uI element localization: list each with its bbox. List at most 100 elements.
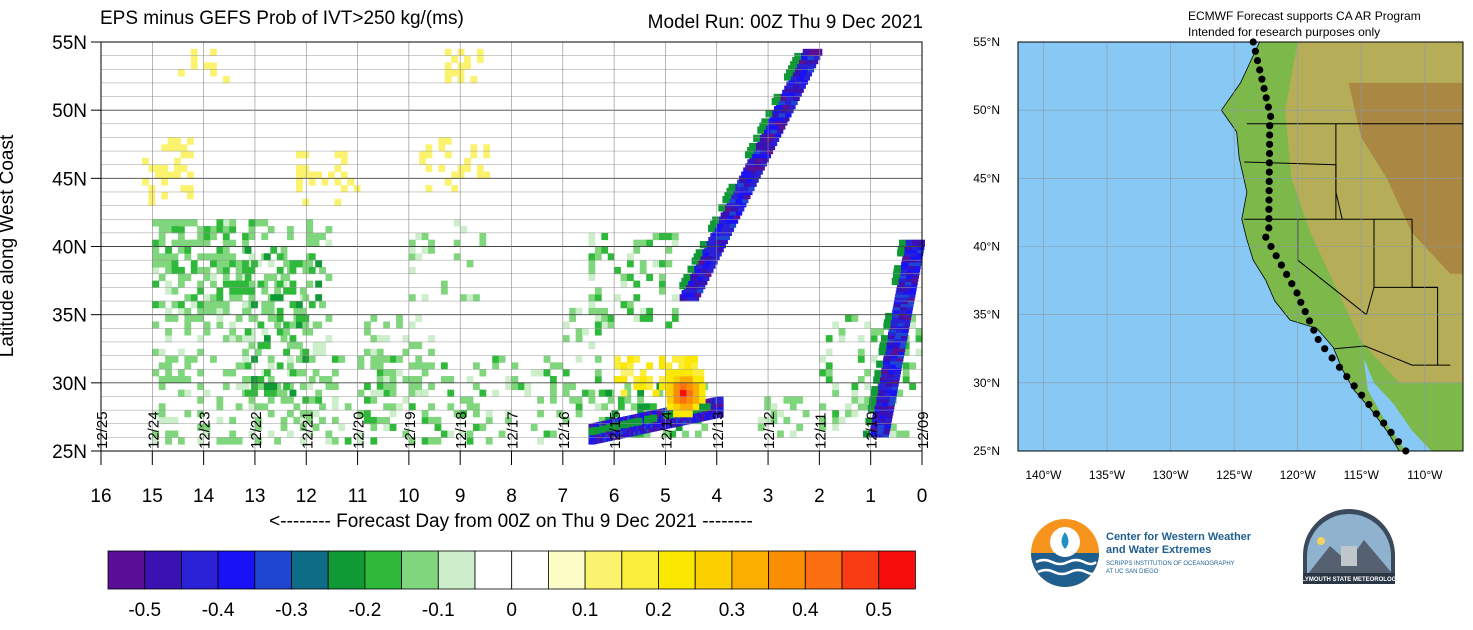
heat-cell bbox=[626, 362, 634, 370]
heat-cell bbox=[562, 321, 570, 329]
negative-streak-cell bbox=[780, 106, 788, 114]
negative-streak-cell bbox=[695, 261, 703, 269]
heat-cell bbox=[177, 369, 185, 377]
negative-streak-cell bbox=[732, 187, 740, 196]
heat-cell bbox=[280, 423, 288, 431]
colorbar-label: -0.4 bbox=[202, 600, 235, 621]
heat-cell bbox=[851, 396, 859, 404]
heat-cell bbox=[789, 430, 797, 438]
heat-cell bbox=[415, 382, 423, 391]
coast-point bbox=[1305, 317, 1314, 325]
heat-cell bbox=[614, 362, 621, 370]
heat-cell bbox=[505, 376, 512, 384]
heat-cell bbox=[251, 314, 258, 322]
heat-cell bbox=[197, 287, 205, 295]
heat-cell bbox=[152, 260, 160, 268]
heat-cell bbox=[283, 328, 290, 336]
negative-streak-cell bbox=[692, 281, 699, 290]
heat-cell bbox=[299, 382, 307, 391]
heat-cell bbox=[626, 307, 634, 316]
heat-cell bbox=[770, 416, 778, 425]
negative-streak-cell bbox=[764, 151, 772, 159]
date-label: 12/18 bbox=[453, 411, 470, 449]
heat-cell bbox=[340, 171, 348, 179]
heat-cell bbox=[421, 389, 429, 397]
heat-cell bbox=[302, 198, 310, 206]
heat-cell bbox=[210, 232, 217, 241]
negative-streak-cell bbox=[756, 167, 763, 175]
heat-cell bbox=[402, 348, 410, 356]
heat-cell bbox=[186, 171, 194, 179]
heat-cell bbox=[171, 260, 179, 268]
heat-cell bbox=[466, 396, 474, 404]
heat-cell bbox=[703, 403, 711, 411]
heat-cell bbox=[505, 410, 512, 418]
heat-cell bbox=[152, 219, 160, 227]
heat-cell bbox=[334, 198, 342, 206]
heat-cell bbox=[331, 437, 339, 445]
heat-cell bbox=[617, 396, 625, 404]
heat-cell bbox=[537, 410, 544, 418]
colorbar-swatch bbox=[107, 550, 146, 590]
map-lat-label: 35°N bbox=[973, 308, 1000, 322]
heat-cell bbox=[639, 314, 647, 322]
heat-cell bbox=[473, 294, 480, 302]
heat-cell bbox=[857, 403, 865, 411]
heat-cell bbox=[197, 266, 205, 275]
heat-cell bbox=[421, 437, 429, 445]
negative-streak-cell bbox=[706, 265, 714, 273]
heat-cell bbox=[370, 396, 378, 404]
heat-cell bbox=[312, 239, 320, 247]
chart-title: EPS minus GEFS Prob of IVT>250 kg/(ms) bbox=[100, 8, 464, 29]
negative-streak-cell bbox=[712, 241, 720, 249]
positive-max-cell bbox=[685, 376, 693, 384]
heat-cell bbox=[588, 239, 596, 247]
heat-cell bbox=[870, 335, 878, 343]
heat-cell bbox=[473, 382, 480, 391]
x-tick-label: 1 bbox=[865, 486, 876, 507]
heat-cell bbox=[857, 396, 865, 404]
date-label: 12/10 bbox=[864, 411, 881, 449]
heat-cell bbox=[678, 362, 686, 370]
heat-cell bbox=[186, 137, 194, 145]
heat-cell bbox=[845, 403, 852, 411]
map-lon-label: 120°W bbox=[1280, 468, 1317, 482]
heat-cell bbox=[777, 410, 784, 418]
heat-cell bbox=[229, 260, 237, 268]
heat-cell bbox=[614, 422, 621, 430]
negative-streak-cell bbox=[721, 236, 728, 245]
positive-max-cell bbox=[692, 403, 700, 411]
colorbar-swatch bbox=[437, 550, 476, 590]
heat-cell bbox=[697, 369, 705, 377]
heat-cell bbox=[357, 430, 365, 438]
heat-cell bbox=[643, 403, 651, 411]
heat-cell bbox=[656, 389, 664, 397]
heat-cell bbox=[783, 73, 791, 81]
heat-cell bbox=[357, 389, 365, 397]
cw3e-logo: Center for Western Weather and Water Ext… bbox=[1031, 519, 1252, 587]
heat-cell bbox=[402, 376, 410, 384]
heat-cell bbox=[479, 369, 487, 377]
heat-cell bbox=[306, 232, 314, 241]
heat-cell bbox=[633, 382, 641, 391]
plot-frame bbox=[100, 41, 923, 465]
coast-point bbox=[1265, 159, 1273, 167]
x-tick-label: 5 bbox=[660, 486, 671, 507]
heat-cell bbox=[599, 425, 606, 433]
heat-cell bbox=[473, 423, 480, 431]
heat-cell bbox=[620, 389, 628, 397]
heat-cell bbox=[244, 328, 252, 336]
heat-cell bbox=[197, 232, 205, 241]
negative-streak-cell bbox=[809, 61, 817, 69]
heat-cell bbox=[340, 157, 348, 166]
heat-cell bbox=[186, 185, 194, 193]
heat-cell bbox=[464, 62, 471, 70]
negative-streak-cell bbox=[778, 97, 785, 106]
positive-max-cell bbox=[679, 376, 687, 384]
heat-cell bbox=[614, 294, 621, 302]
positive-max-cell bbox=[666, 403, 674, 411]
heat-cell bbox=[171, 287, 179, 295]
heat-cell bbox=[344, 403, 352, 411]
heat-cell bbox=[464, 55, 471, 63]
heat-cell bbox=[530, 369, 538, 377]
